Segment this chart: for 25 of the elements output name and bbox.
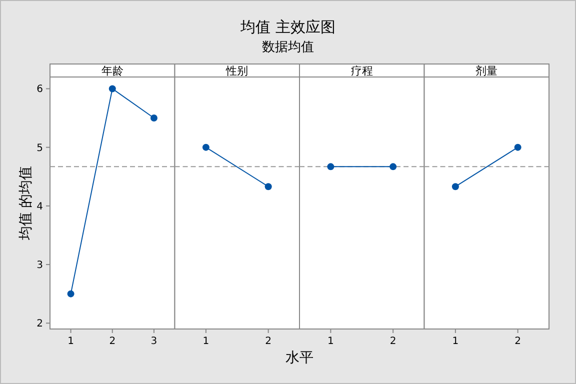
y-tick-label: 4 <box>36 201 43 212</box>
point <box>67 290 74 298</box>
x-axis-title: 水平 <box>286 350 314 366</box>
x-tick-label: 2 <box>265 336 272 347</box>
chart-title: 年龄 <box>101 64 124 78</box>
point <box>150 114 158 122</box>
text: 均值 主效应图 <box>240 18 336 36</box>
x-tick-label: 2 <box>109 336 116 347</box>
y-axis-title: 均值 的均值 <box>18 166 34 242</box>
point <box>108 85 116 92</box>
y-tick-label: 6 <box>36 84 43 96</box>
chart-title: 性别 <box>225 64 248 78</box>
x-tick-label: 1 <box>68 336 74 347</box>
y-tick-label: 5 <box>36 142 43 154</box>
x-tick-label: 1 <box>328 336 334 347</box>
y-tick-label: 3 <box>36 260 43 272</box>
text: 数据均值 <box>262 40 314 55</box>
x-tick-label: 1 <box>202 336 210 347</box>
x-tick-label: 1 <box>452 336 459 347</box>
x-tick-label: 2 <box>390 336 396 347</box>
x-tick-label: 3 <box>150 336 158 347</box>
chart-title: 疗程 <box>350 64 373 78</box>
y-tick-label: 2 <box>36 318 43 330</box>
chart-title: 剂量 <box>476 64 498 78</box>
x-tick-label: 2 <box>514 336 521 347</box>
